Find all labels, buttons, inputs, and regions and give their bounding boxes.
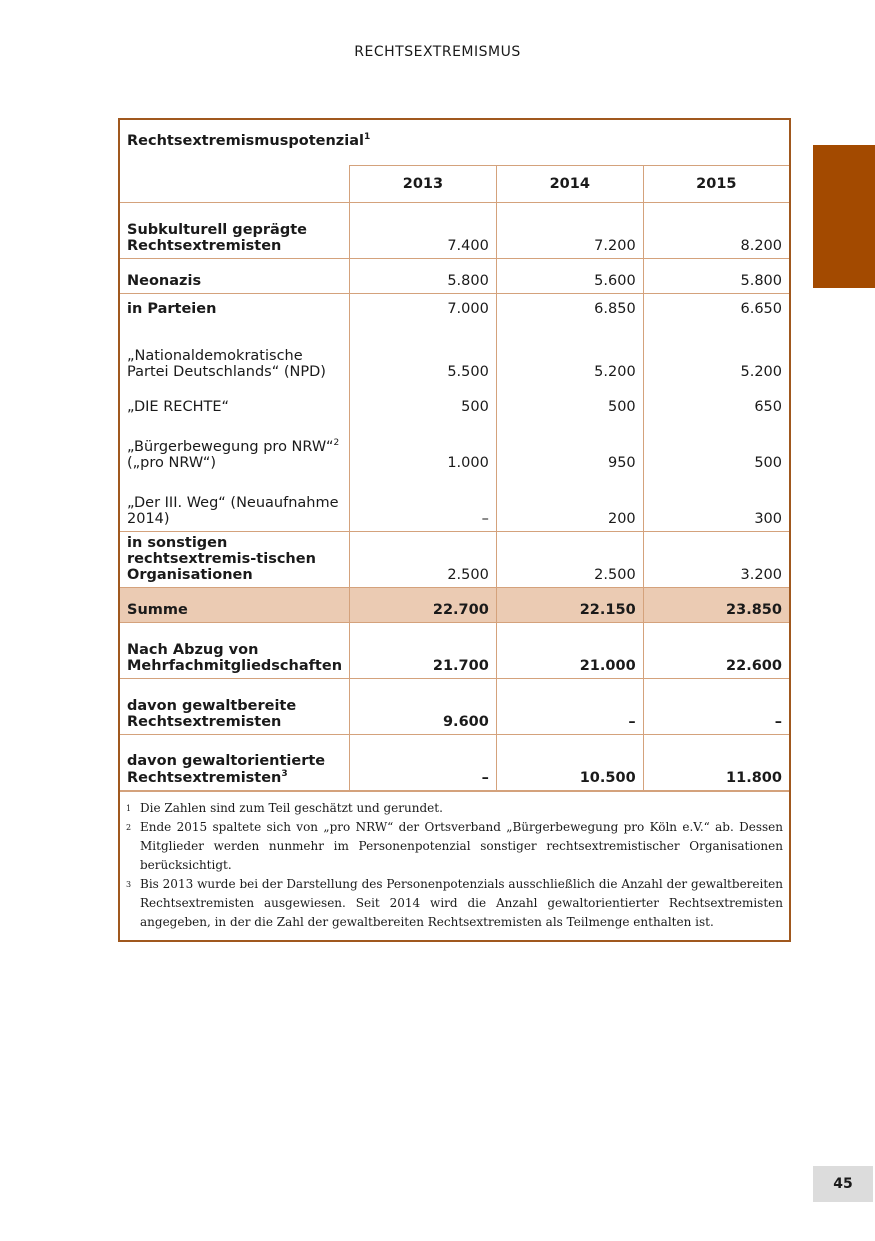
value-cell: 6.850	[495, 293, 644, 328]
value-cell: 22.700	[349, 586, 497, 623]
value-cell: 500	[642, 419, 789, 475]
table-row: in sonstigen rechtsextremis-tischen Orga…	[120, 530, 789, 588]
year-header: 2015	[642, 164, 789, 203]
row-label: in Parteien	[120, 293, 351, 328]
table-row: „Nationaldemokratische Partei Deutschlan…	[120, 328, 789, 384]
value-cell: 21.000	[495, 621, 644, 679]
value-cell: 2.500	[495, 530, 644, 588]
table-row: Nach Abzug von Mehrfachmitgliedschaften 2…	[120, 621, 789, 679]
footnotes: 1 Die Zahlen sind zum Teil geschätzt und …	[120, 790, 789, 940]
row-label: davon gewaltbereite Rechtsextremisten	[120, 677, 351, 735]
value-cell: 5.800	[349, 257, 497, 294]
value-cell: 9.600	[349, 677, 497, 735]
value-cell: 300	[642, 475, 789, 532]
value-cell: 21.700	[349, 621, 497, 679]
table-row: davon gewaltbereite Rechtsextremisten 9.6…	[120, 677, 789, 735]
value-cell: –	[495, 677, 644, 735]
value-cell: 8.200	[642, 201, 789, 259]
value-cell: 6.650	[642, 293, 789, 328]
value-cell: 11.800	[642, 733, 789, 791]
row-label: „Nationaldemokratische Partei Deutschlan…	[120, 328, 351, 384]
value-cell: 23.850	[642, 586, 789, 623]
row-label: „Bürgerbewegung pro NRW“2 („pro NRW“)	[120, 419, 351, 475]
table-row: Summe 22.700 22.150 23.850	[120, 586, 789, 623]
table-row: „DIE RECHTE“ 500 500 650	[120, 384, 789, 419]
year-header: 2013	[349, 164, 497, 203]
row-label: davon gewaltorientierte Rechtsextremiste…	[120, 733, 351, 791]
chapter-tab	[813, 145, 875, 288]
row-label: Nach Abzug von Mehrfachmitgliedschaften	[120, 621, 351, 679]
row-label: „DIE RECHTE“	[120, 384, 351, 419]
value-cell: 950	[495, 419, 644, 475]
value-cell: 7.000	[349, 293, 497, 328]
value-cell: –	[349, 475, 497, 532]
value-cell: 5.500	[349, 328, 497, 384]
row-label: „Der III. Weg“ (Neuaufnahme 2014)	[120, 475, 351, 532]
value-cell: 5.200	[642, 328, 789, 384]
value-cell: 10.500	[495, 733, 644, 791]
value-cell: 7.200	[495, 201, 644, 259]
table-row: Subkulturell geprägte Rechtsextremisten 7…	[120, 201, 789, 259]
value-cell: 650	[642, 384, 789, 419]
table-row: in Parteien 7.000 6.850 6.650	[120, 293, 789, 328]
data-table-box: Rechtsextremismuspotenzial1 2013 2014 20…	[118, 118, 791, 942]
value-cell: 5.200	[495, 328, 644, 384]
footnote: 3 Bis 2013 wurde bei der Darstellung des …	[126, 876, 783, 929]
row-label: Subkulturell geprägte Rechtsextremisten	[120, 201, 351, 259]
potential-table: Rechtsextremismuspotenzial1 2013 2014 20…	[120, 120, 789, 791]
value-cell: 2.500	[349, 530, 497, 588]
table-row: davon gewaltorientierte Rechtsextremiste…	[120, 733, 789, 791]
value-cell: 7.400	[349, 201, 497, 259]
value-cell: 5.600	[495, 257, 644, 294]
value-cell: 3.200	[642, 530, 789, 588]
running-header: RECHTSEXTREMISMUS	[354, 44, 521, 60]
page-number: 45	[813, 1166, 873, 1202]
value-cell: 22.150	[495, 586, 644, 623]
table-row: „Der III. Weg“ (Neuaufnahme 2014) –200 300	[120, 475, 789, 532]
table-title: Rechtsextremismuspotenzial1	[127, 131, 371, 149]
value-cell: 22.600	[642, 621, 789, 679]
row-label: in sonstigen rechtsextremis-tischen Orga…	[120, 530, 351, 588]
value-cell: –	[349, 733, 497, 791]
row-label: Neonazis	[120, 257, 351, 294]
value-cell: –	[642, 677, 789, 735]
value-cell: 5.800	[642, 257, 789, 294]
footnote: 1 Die Zahlen sind zum Teil geschätzt und …	[126, 800, 443, 815]
value-cell: 200	[495, 475, 644, 532]
year-header: 2014	[495, 164, 644, 203]
row-label: Summe	[120, 586, 351, 623]
value-cell: 500	[495, 384, 644, 419]
value-cell: 500	[349, 384, 497, 419]
table-row: „Bürgerbewegung pro NRW“2 („pro NRW“) 1.00…	[120, 419, 789, 475]
table-row: Neonazis 5.800 5.600 5.800	[120, 257, 789, 294]
value-cell: 1.000	[349, 419, 497, 475]
footnote: 2 Ende 2015 spaltete sich von „pro NRW“ d…	[126, 819, 783, 872]
